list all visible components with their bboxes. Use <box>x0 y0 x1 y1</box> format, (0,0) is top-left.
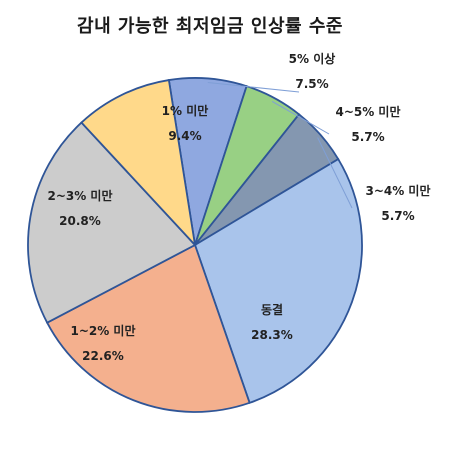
slice-value-label: 7.5% <box>295 77 328 91</box>
pie-slice <box>193 157 363 404</box>
slice-value-label: 28.3% <box>251 328 293 342</box>
slice-value-label: 9.4% <box>168 129 201 143</box>
pie-slices <box>27 77 363 413</box>
pie-slice <box>80 79 197 248</box>
slice-category-label: 4~5% 미만 <box>335 104 400 119</box>
leader-lines <box>207 82 353 209</box>
slice-value-label: 20.8% <box>59 214 101 228</box>
slice-label: 3~4% 미만 5.7% <box>365 183 430 223</box>
slice-category-label: 1~2% 미만 <box>70 323 135 338</box>
slice-label: 1% 미만 9.4% <box>162 103 209 143</box>
slice-value-label: 22.6% <box>82 349 124 363</box>
slice-labels: 5% 이상 7.5% 4~5% 미만 5.7% 3~4% 미만 5.7% 동결 28.3% 1~… <box>47 51 430 363</box>
chart-title: 감내 가능한 최저임금 인상률 수준 <box>77 16 343 37</box>
pie-slice <box>45 243 251 413</box>
slice-label: 1~2% 미만 22.6% <box>70 323 135 363</box>
slice-category-label: 1% 미만 <box>162 103 209 118</box>
slice-value-label: 5.7% <box>381 209 414 223</box>
slice-value-label: 5.7% <box>351 130 384 144</box>
leader-line <box>271 100 330 135</box>
leader-line <box>317 137 353 209</box>
slice-label: 5% 이상 7.5% <box>289 51 336 91</box>
leader-line <box>207 82 300 93</box>
slice-label: 4~5% 미만 5.7% <box>335 104 400 144</box>
pie-slice <box>27 121 197 324</box>
slice-label: 2~3% 미만 20.8% <box>47 188 112 228</box>
slice-category-label: 2~3% 미만 <box>47 188 112 203</box>
slice-label: 동결 28.3% <box>251 302 293 342</box>
slice-category-label: 3~4% 미만 <box>365 183 430 198</box>
slice-category-label: 5% 이상 <box>289 51 336 66</box>
slice-category-label: 동결 <box>261 302 283 317</box>
